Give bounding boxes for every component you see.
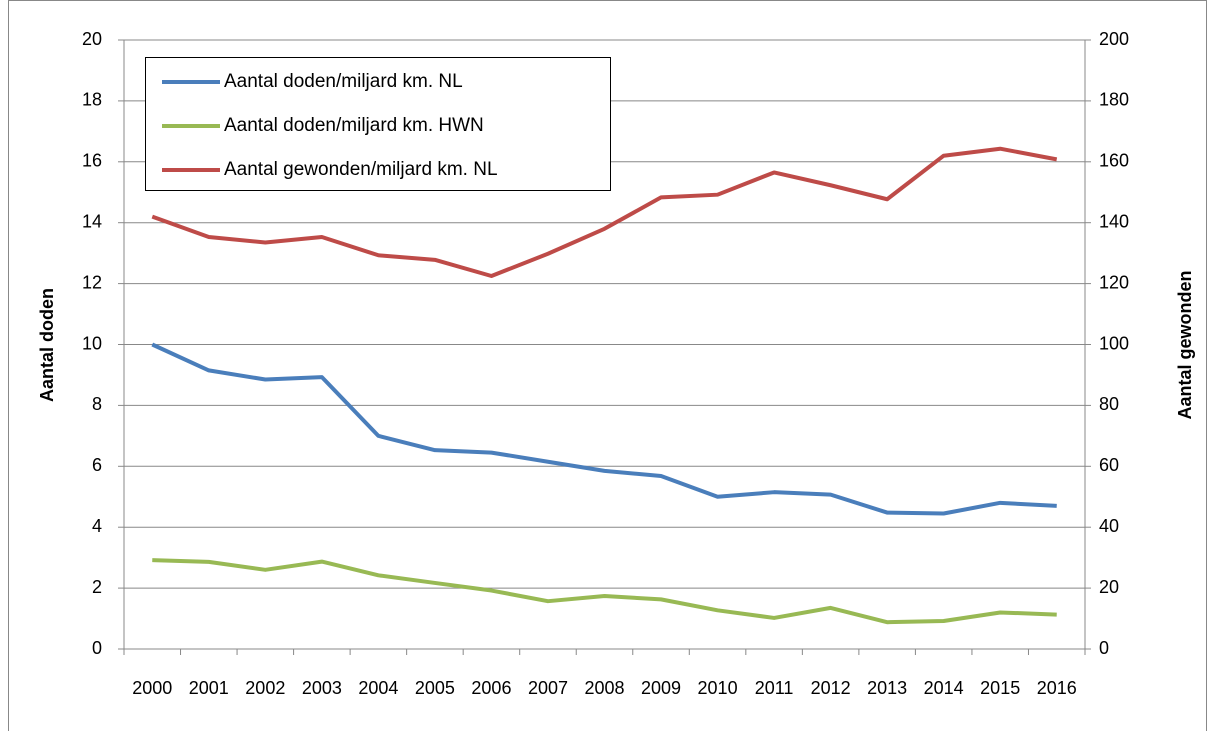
x-tick-label: 2013 bbox=[867, 678, 907, 698]
x-tick-label: 2007 bbox=[528, 678, 568, 698]
y-tick-label: 8 bbox=[92, 394, 102, 414]
y-tick-label: 14 bbox=[82, 211, 102, 231]
y2-tick-label: 20 bbox=[1099, 577, 1119, 597]
x-tick-label: 2012 bbox=[811, 678, 851, 698]
y2-axis-title: Aantal gewonden bbox=[1175, 270, 1195, 419]
legend-label: Aantal gewonden/miljard km. NL bbox=[224, 159, 498, 180]
x-tick-label: 2006 bbox=[471, 678, 511, 698]
data-line bbox=[151, 342, 1057, 516]
x-tick-label: 2011 bbox=[755, 678, 794, 698]
x-tick-label: 2003 bbox=[302, 678, 342, 698]
y-tick-label: 10 bbox=[82, 333, 102, 353]
y-tick-label: 20 bbox=[82, 29, 102, 49]
x-tick-label: 2005 bbox=[415, 678, 455, 698]
x-tick-label: 2002 bbox=[245, 678, 285, 698]
x-tick-label: 2010 bbox=[698, 678, 738, 698]
x-tick-label: 2000 bbox=[132, 678, 172, 698]
y-tick-label: 0 bbox=[92, 638, 102, 658]
legend-box bbox=[145, 57, 611, 191]
y-tick-label: 16 bbox=[82, 151, 102, 171]
y2-tick-label: 0 bbox=[1099, 638, 1109, 658]
y2-tick-label: 60 bbox=[1099, 455, 1119, 475]
y-tick-label: 6 bbox=[92, 455, 102, 475]
x-tick-label: 2008 bbox=[584, 678, 624, 698]
x-tick-label: 2015 bbox=[980, 678, 1020, 698]
y2-tick-label: 80 bbox=[1099, 394, 1119, 414]
y2-tick-label: 180 bbox=[1099, 90, 1129, 110]
y-tick-label: 2 bbox=[92, 577, 102, 597]
chart-frame bbox=[8, 0, 1207, 736]
x-tick-label: 2014 bbox=[924, 678, 964, 698]
y2-tick-label: 100 bbox=[1099, 333, 1129, 353]
y-tick-label: 18 bbox=[82, 90, 102, 110]
y2-tick-label: 200 bbox=[1099, 29, 1129, 49]
y2-tick-label: 40 bbox=[1099, 516, 1119, 536]
y2-tick-label: 160 bbox=[1099, 151, 1129, 171]
y-tick-label: 4 bbox=[92, 516, 102, 536]
y-axis-title: Aantal doden bbox=[37, 288, 57, 402]
y2-tick-label: 140 bbox=[1099, 211, 1129, 231]
x-tick-label: 2004 bbox=[358, 678, 398, 698]
legend-label: Aantal doden/miljard km. NL bbox=[224, 71, 463, 92]
x-tick-label: 2009 bbox=[641, 678, 681, 698]
y-tick-label: 12 bbox=[82, 272, 102, 292]
x-tick-label: 2016 bbox=[1037, 678, 1077, 698]
y2-tick-label: 120 bbox=[1099, 272, 1129, 292]
data-line bbox=[151, 146, 1058, 278]
x-tick-label: 2001 bbox=[189, 678, 229, 698]
data-line bbox=[152, 558, 1057, 625]
legend-label: Aantal doden/miljard km. HWN bbox=[224, 115, 484, 136]
